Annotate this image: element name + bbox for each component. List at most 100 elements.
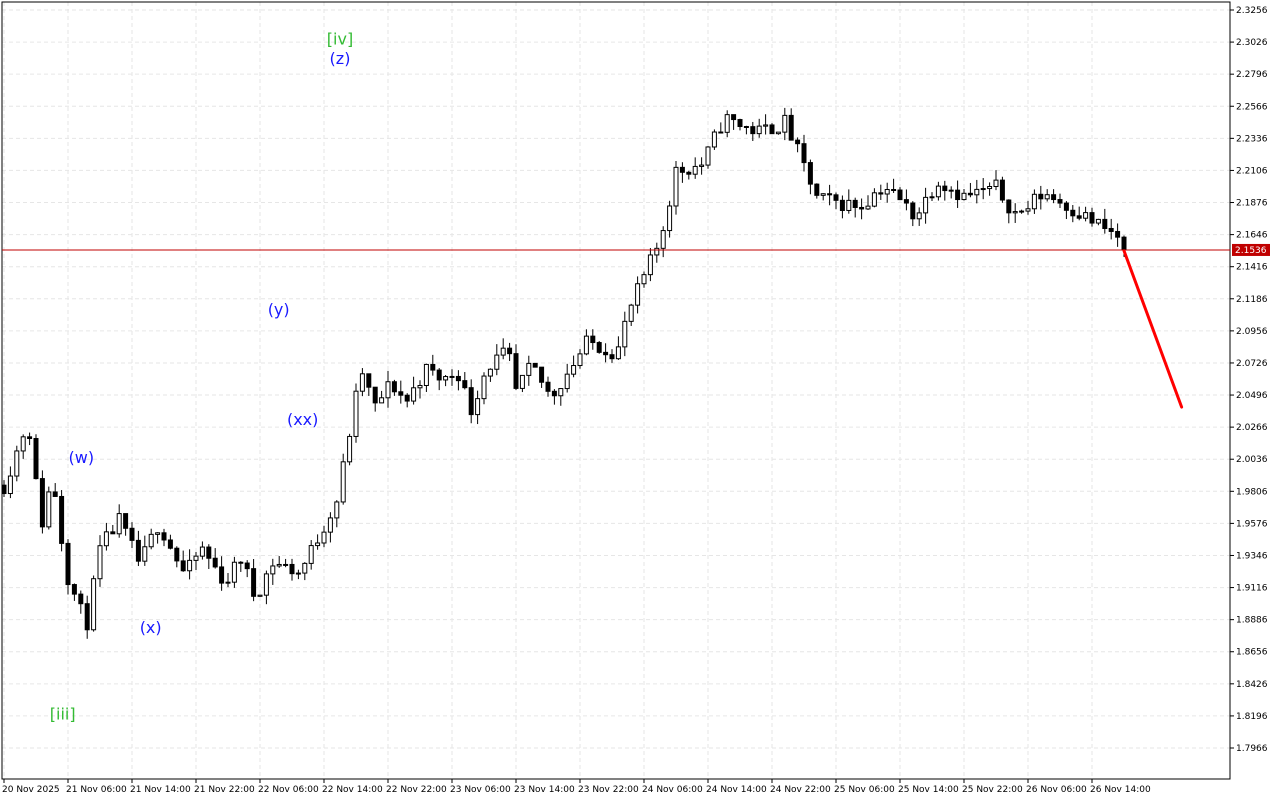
candle-down xyxy=(84,603,90,631)
candle-down xyxy=(603,351,609,356)
candle-down xyxy=(436,369,442,381)
candle-up xyxy=(340,461,346,503)
candle-up xyxy=(500,347,506,356)
candle-up xyxy=(692,165,698,175)
candle-up xyxy=(647,254,653,276)
current-price-tag xyxy=(1232,243,1270,256)
candle-up xyxy=(1019,210,1025,213)
wave-label: (y) xyxy=(268,300,290,319)
candle-up xyxy=(417,384,423,389)
candle-down xyxy=(180,560,186,572)
candle-up xyxy=(20,436,26,452)
candle-down xyxy=(78,593,84,605)
wave-label: (xx) xyxy=(287,410,318,429)
candle-down xyxy=(71,584,77,595)
candle-down xyxy=(430,363,436,371)
plot-frame xyxy=(1,1,1231,780)
candle-up xyxy=(871,192,877,207)
y-tick-label: 2.0266 xyxy=(1236,423,1268,433)
candle-up xyxy=(1083,212,1089,219)
candle-down xyxy=(206,546,212,559)
y-tick-label: 2.1876 xyxy=(1236,199,1268,209)
candle-down xyxy=(468,387,474,416)
candle-up xyxy=(263,573,269,596)
candle-up xyxy=(846,199,852,211)
candle-down xyxy=(609,354,615,360)
candle-up xyxy=(660,230,666,249)
candle-up xyxy=(142,546,148,562)
x-tick-label: 22 Nov 06:00 xyxy=(258,785,319,795)
candle-down xyxy=(1006,199,1012,214)
candle-down xyxy=(123,513,129,529)
candle-up xyxy=(667,205,673,232)
candle-up xyxy=(615,346,621,360)
candle-up xyxy=(155,532,161,535)
candle-down xyxy=(967,192,973,196)
candle-up xyxy=(923,196,929,214)
candle-up xyxy=(641,274,647,285)
candle-down xyxy=(244,562,250,570)
candles xyxy=(1,107,1127,639)
candle-up xyxy=(494,354,500,370)
candle-down xyxy=(462,380,468,389)
candle-up xyxy=(756,125,762,135)
y-tick-label: 1.9806 xyxy=(1236,487,1268,497)
candle-down xyxy=(807,162,813,185)
candle-up xyxy=(1012,211,1018,214)
x-tick-label: 23 Nov 06:00 xyxy=(450,785,511,795)
x-tick-label: 21 Nov 14:00 xyxy=(130,785,191,795)
candle-up xyxy=(225,581,231,584)
wave-label: (x) xyxy=(140,618,162,637)
candle-down xyxy=(251,568,257,597)
candle-up xyxy=(948,189,954,192)
candle-up xyxy=(487,368,493,377)
candle-up xyxy=(103,531,109,547)
candle-down xyxy=(532,362,538,368)
x-tick-label: 24 Nov 06:00 xyxy=(642,785,703,795)
candle-up xyxy=(526,362,532,376)
candle-down xyxy=(897,189,903,201)
candle-up xyxy=(1031,193,1037,210)
candle-up xyxy=(583,335,589,355)
candle-up xyxy=(935,185,941,198)
candle-down xyxy=(750,126,756,135)
candle-up xyxy=(276,563,282,567)
candle-down xyxy=(1070,209,1076,217)
candle-up xyxy=(148,533,154,548)
candle-down xyxy=(455,375,461,382)
candle-up xyxy=(884,189,890,195)
price-axis: 2.3256 2.3026 2.2796 2.2566 2.2336 2.2106 2.18… xyxy=(1230,6,1268,754)
candle-down xyxy=(852,199,858,208)
y-tick-label: 1.8886 xyxy=(1236,616,1268,626)
candle-down xyxy=(1051,194,1057,201)
x-tick-label: 20 Nov 2025 xyxy=(2,785,60,795)
candle-up xyxy=(763,124,769,127)
candle-down xyxy=(795,139,801,145)
candle-down xyxy=(212,557,218,568)
candle-down xyxy=(1115,230,1121,238)
candle-up xyxy=(423,363,429,386)
candle-up xyxy=(7,475,13,495)
candle-up xyxy=(295,572,301,575)
current-price-label: 2.1536 xyxy=(1235,246,1267,256)
candle-down xyxy=(289,563,295,575)
y-tick-label: 2.0726 xyxy=(1236,359,1268,369)
candle-down xyxy=(238,561,244,564)
candle-down xyxy=(1076,215,1082,219)
candle-down xyxy=(1108,227,1114,232)
candle-down xyxy=(161,532,167,541)
y-tick-label: 2.0956 xyxy=(1236,327,1268,337)
candle-down xyxy=(839,199,845,211)
y-tick-label: 1.9576 xyxy=(1236,519,1268,529)
candle-down xyxy=(39,478,45,528)
candle-up xyxy=(628,304,634,322)
candle-up xyxy=(724,114,730,133)
candle-down xyxy=(391,381,397,393)
candle-up xyxy=(116,513,122,535)
candle-up xyxy=(449,375,455,378)
candle-up xyxy=(654,247,660,256)
candle-up xyxy=(820,193,826,196)
candle-down xyxy=(1089,212,1095,224)
candle-up xyxy=(635,283,641,306)
candle-up xyxy=(1044,194,1050,200)
